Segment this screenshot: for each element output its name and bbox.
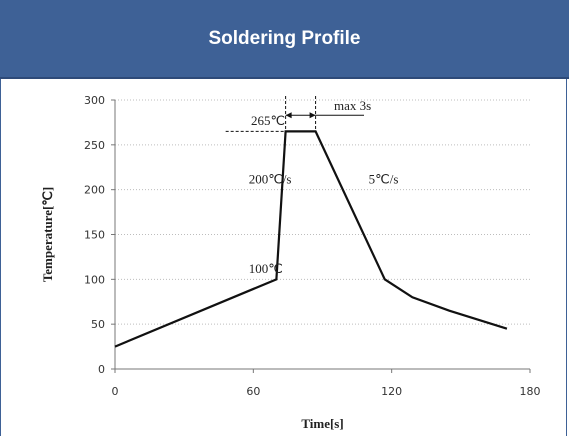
y-tick-label: 250	[84, 139, 105, 152]
annotation-label: 100℃	[249, 261, 283, 276]
x-tick-label: 120	[381, 385, 402, 398]
x-tick-label: 180	[520, 385, 541, 398]
series-lines	[114, 130, 508, 348]
grid-lines	[115, 99, 530, 325]
y-tick-label: 50	[91, 318, 105, 331]
peak-markers	[225, 96, 364, 132]
chart-title: Soldering Profile	[208, 27, 361, 49]
chart-header: Soldering Profile	[0, 0, 569, 79]
y-tick-label: 100	[84, 273, 105, 286]
y-tick-label: 0	[98, 363, 105, 376]
annotation-label: max 3s	[334, 98, 371, 113]
profile-line	[114, 130, 508, 348]
arrow-head-right	[309, 112, 316, 119]
y-tick-label: 300	[84, 94, 105, 107]
annotation-label: 265℃	[251, 113, 285, 128]
y-tick-labels: 0 50 100 150 200 250 300	[84, 94, 105, 376]
y-tick-label: 200	[84, 184, 105, 197]
annotation-label: 5℃/s	[369, 171, 399, 186]
y-axis-label: Temperature[℃]	[40, 187, 55, 282]
y-tick-label: 150	[84, 229, 105, 242]
x-tick-labels: 0 60 120 180	[112, 385, 541, 398]
arrow-head-left	[285, 112, 292, 119]
x-axis-label: Time[s]	[301, 416, 343, 431]
axes	[111, 99, 531, 373]
x-tick-label: 60	[246, 385, 260, 398]
annotation-label: 200℃/s	[249, 171, 292, 186]
annotations: 265℃ max 3s 200℃/s 5℃/s 100℃	[249, 98, 399, 276]
x-tick-label: 0	[112, 385, 119, 398]
